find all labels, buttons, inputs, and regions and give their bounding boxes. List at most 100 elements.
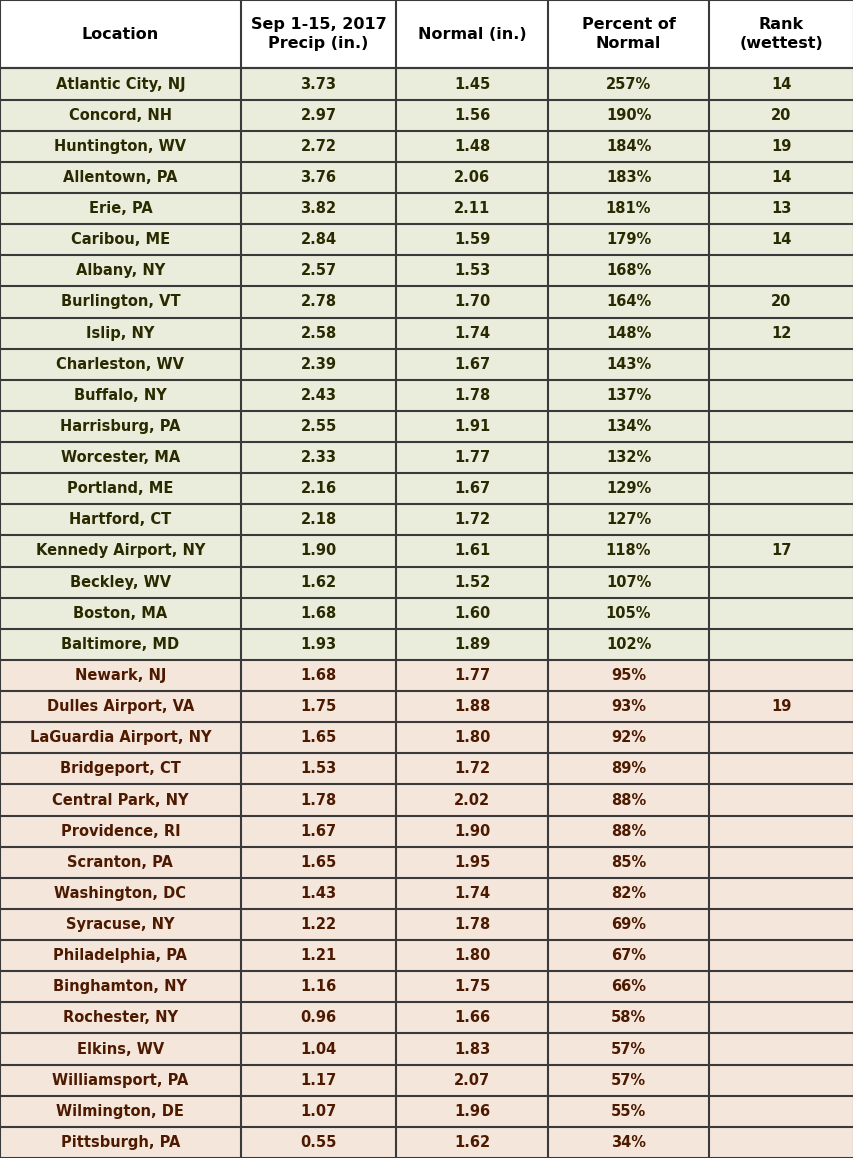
Bar <box>0 317 853 349</box>
Bar <box>0 255 853 286</box>
Text: 1.62: 1.62 <box>454 1135 490 1150</box>
Text: 20: 20 <box>770 108 791 123</box>
Text: 17: 17 <box>770 543 791 558</box>
Text: 82%: 82% <box>610 886 646 901</box>
Text: 34%: 34% <box>611 1135 645 1150</box>
Text: 1.70: 1.70 <box>454 294 490 309</box>
Text: Rochester, NY: Rochester, NY <box>63 1011 177 1026</box>
Bar <box>0 1095 853 1127</box>
Text: 1.59: 1.59 <box>454 233 490 247</box>
Text: 1.65: 1.65 <box>300 855 336 870</box>
Text: Charleston, WV: Charleston, WV <box>56 357 184 372</box>
Text: 105%: 105% <box>605 606 651 621</box>
Text: 3.76: 3.76 <box>300 170 336 185</box>
Text: 1.66: 1.66 <box>454 1011 490 1026</box>
Text: 1.53: 1.53 <box>454 263 490 278</box>
Text: Burlington, VT: Burlington, VT <box>61 294 180 309</box>
Text: 89%: 89% <box>610 762 646 776</box>
Text: 1.77: 1.77 <box>454 668 490 683</box>
Text: 2.18: 2.18 <box>300 512 336 527</box>
Bar <box>0 225 853 255</box>
Text: Williamsport, PA: Williamsport, PA <box>52 1072 189 1087</box>
Text: Beckley, WV: Beckley, WV <box>70 574 171 589</box>
Text: 257%: 257% <box>606 76 650 91</box>
Text: 13: 13 <box>770 201 791 217</box>
Bar <box>0 1003 853 1033</box>
Text: 1.90: 1.90 <box>454 823 490 838</box>
Text: 2.72: 2.72 <box>300 139 336 154</box>
Text: 19: 19 <box>770 699 791 714</box>
Text: Sep 1-15, 2017
Precip (in.): Sep 1-15, 2017 Precip (in.) <box>251 17 386 51</box>
Text: Erie, PA: Erie, PA <box>89 201 152 217</box>
Text: Hartford, CT: Hartford, CT <box>69 512 171 527</box>
Text: 55%: 55% <box>610 1104 646 1119</box>
Text: 57%: 57% <box>610 1072 646 1087</box>
Text: 132%: 132% <box>606 450 650 466</box>
Text: 1.80: 1.80 <box>454 948 490 963</box>
Text: 168%: 168% <box>605 263 651 278</box>
Bar <box>0 629 853 660</box>
Bar <box>0 349 853 380</box>
Text: 1.74: 1.74 <box>454 886 490 901</box>
Text: 57%: 57% <box>610 1041 646 1056</box>
Text: Worcester, MA: Worcester, MA <box>61 450 180 466</box>
Text: 2.16: 2.16 <box>300 482 336 497</box>
Text: 1.53: 1.53 <box>300 762 336 776</box>
Text: 1.04: 1.04 <box>300 1041 336 1056</box>
Text: Baltimore, MD: Baltimore, MD <box>61 637 179 652</box>
Text: 88%: 88% <box>610 792 646 807</box>
Text: 2.84: 2.84 <box>300 233 336 247</box>
Text: 14: 14 <box>770 233 791 247</box>
Text: 1.07: 1.07 <box>300 1104 336 1119</box>
Text: 1.72: 1.72 <box>454 512 490 527</box>
Text: 1.90: 1.90 <box>300 543 336 558</box>
Text: Wilmington, DE: Wilmington, DE <box>56 1104 184 1119</box>
Text: 1.91: 1.91 <box>454 419 490 434</box>
Text: Central Park, NY: Central Park, NY <box>52 792 189 807</box>
Text: Portland, ME: Portland, ME <box>67 482 173 497</box>
Bar <box>0 972 853 1003</box>
Bar <box>0 1033 853 1064</box>
Text: 1.78: 1.78 <box>300 792 336 807</box>
Text: 183%: 183% <box>605 170 651 185</box>
Text: 2.39: 2.39 <box>300 357 336 372</box>
Bar <box>0 442 853 474</box>
Text: 1.61: 1.61 <box>454 543 490 558</box>
Text: 1.75: 1.75 <box>300 699 336 714</box>
Text: Boston, MA: Boston, MA <box>73 606 167 621</box>
Text: 143%: 143% <box>606 357 650 372</box>
Text: Syracuse, NY: Syracuse, NY <box>66 917 175 932</box>
Bar <box>0 846 853 878</box>
Bar <box>0 411 853 442</box>
Text: 0.96: 0.96 <box>300 1011 336 1026</box>
Text: Washington, DC: Washington, DC <box>55 886 186 901</box>
Bar <box>0 535 853 566</box>
Text: Pittsburgh, PA: Pittsburgh, PA <box>61 1135 180 1150</box>
Text: 148%: 148% <box>605 325 651 340</box>
Text: Harrisburg, PA: Harrisburg, PA <box>60 419 181 434</box>
Text: 1.60: 1.60 <box>454 606 490 621</box>
Text: Albany, NY: Albany, NY <box>76 263 165 278</box>
Text: 2.02: 2.02 <box>454 792 490 807</box>
Text: 1.48: 1.48 <box>454 139 490 154</box>
Bar <box>0 162 853 193</box>
Text: 1.68: 1.68 <box>300 668 336 683</box>
Bar <box>0 1127 853 1158</box>
Bar <box>0 193 853 225</box>
Text: 2.57: 2.57 <box>300 263 336 278</box>
Text: 1.45: 1.45 <box>454 76 490 91</box>
Text: Rank
(wettest): Rank (wettest) <box>739 17 822 51</box>
Text: 1.74: 1.74 <box>454 325 490 340</box>
Text: 1.52: 1.52 <box>454 574 490 589</box>
Bar <box>0 1064 853 1095</box>
Text: 134%: 134% <box>606 419 650 434</box>
Text: 1.83: 1.83 <box>454 1041 490 1056</box>
Bar <box>0 286 853 317</box>
Bar <box>0 878 853 909</box>
Bar <box>0 940 853 972</box>
Text: Atlantic City, NJ: Atlantic City, NJ <box>55 76 185 91</box>
Text: Philadelphia, PA: Philadelphia, PA <box>54 948 187 963</box>
Text: 1.72: 1.72 <box>454 762 490 776</box>
Bar <box>0 566 853 598</box>
Text: 3.82: 3.82 <box>300 201 336 217</box>
